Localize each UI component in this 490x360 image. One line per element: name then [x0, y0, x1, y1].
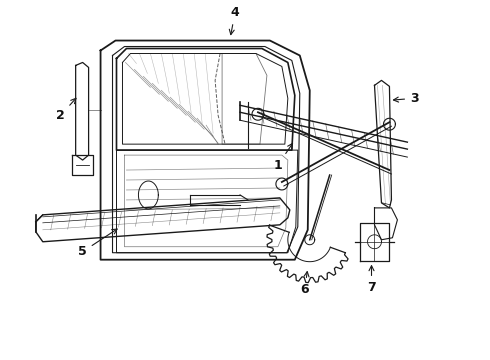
Text: 5: 5: [78, 229, 117, 258]
Text: 2: 2: [56, 98, 76, 122]
Text: 6: 6: [300, 272, 309, 296]
Text: 4: 4: [229, 6, 240, 35]
Text: 3: 3: [393, 92, 418, 105]
Text: 7: 7: [367, 266, 376, 294]
Text: 1: 1: [273, 144, 293, 172]
